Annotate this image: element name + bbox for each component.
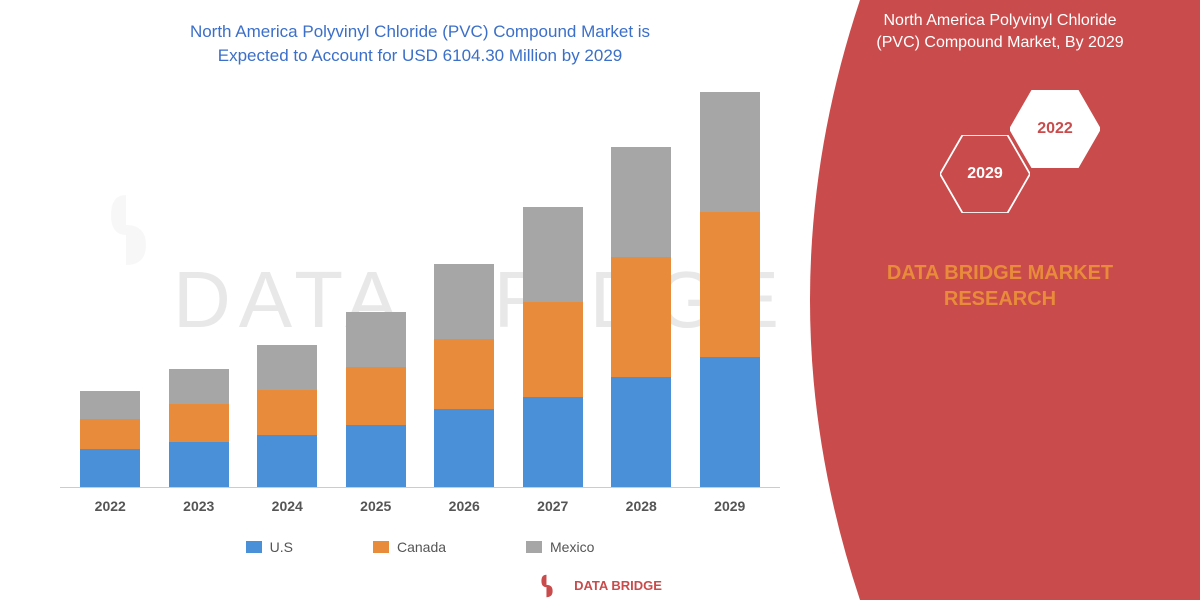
bar-segment — [611, 147, 671, 257]
bar-segment — [434, 264, 494, 339]
bar-segment — [611, 257, 671, 377]
hexagon-2022-label: 2022 — [1037, 120, 1073, 138]
bar-segment — [523, 207, 583, 302]
bar-segment — [169, 369, 229, 404]
chart-title-line2: Expected to Account for USD 6104.30 Mill… — [60, 44, 780, 68]
legend-label: Mexico — [550, 539, 594, 555]
x-axis-label: 2023 — [169, 498, 229, 514]
x-axis-label: 2027 — [523, 498, 583, 514]
bar-group — [257, 88, 317, 487]
bar-segment — [700, 212, 760, 357]
legend-label: U.S — [270, 539, 293, 555]
x-axis-label: 2028 — [611, 498, 671, 514]
bar-group — [523, 88, 583, 487]
bar-segment — [169, 404, 229, 442]
legend-item: Mexico — [526, 539, 594, 555]
x-axis-label: 2024 — [257, 498, 317, 514]
bar-segment — [611, 377, 671, 487]
bar-segment — [257, 435, 317, 487]
x-axis-label: 2029 — [700, 498, 760, 514]
bar-group — [169, 88, 229, 487]
right-title-line2: (PVC) Compound Market, By 2029 — [830, 32, 1170, 54]
legend-swatch — [373, 541, 389, 553]
footer-logo-line1: DATA BRIDGE — [574, 579, 662, 593]
legend-item: Canada — [373, 539, 446, 555]
footer-logo: DATA BRIDGE — [538, 572, 662, 600]
legend-label: Canada — [397, 539, 446, 555]
bar-segment — [700, 357, 760, 487]
right-panel-title: North America Polyvinyl Chloride (PVC) C… — [800, 0, 1200, 55]
footer-logo-text: DATA BRIDGE — [574, 579, 662, 593]
x-axis-label: 2025 — [346, 498, 406, 514]
legend: U.S Canada Mexico — [60, 539, 780, 555]
brand-line1: DATA BRIDGE MARKET — [800, 260, 1200, 286]
bar-segment — [434, 409, 494, 487]
brand-text: DATA BRIDGE MARKET RESEARCH — [800, 260, 1200, 312]
bar-segment — [80, 449, 140, 487]
bar-segment — [523, 302, 583, 397]
footer-logo-icon — [538, 572, 566, 600]
chart-container: North America Polyvinyl Chloride (PVC) C… — [60, 20, 780, 580]
bar-segment — [346, 425, 406, 487]
bar-segment — [346, 312, 406, 367]
right-title-line1: North America Polyvinyl Chloride — [830, 10, 1170, 32]
bar-group — [80, 88, 140, 487]
bar-group — [434, 88, 494, 487]
x-axis-label: 2026 — [434, 498, 494, 514]
right-panel: North America Polyvinyl Chloride (PVC) C… — [800, 0, 1200, 600]
x-axis-label: 2022 — [80, 498, 140, 514]
bar-group — [611, 88, 671, 487]
chart-title-line1: North America Polyvinyl Chloride (PVC) C… — [60, 20, 780, 44]
bar-group — [346, 88, 406, 487]
bar-segment — [257, 345, 317, 390]
bar-segment — [523, 397, 583, 487]
hexagon-2022: 2022 — [1010, 90, 1100, 168]
bar-segment — [257, 390, 317, 435]
legend-item: U.S — [246, 539, 293, 555]
legend-swatch — [246, 541, 262, 553]
bar-segment — [80, 419, 140, 449]
bars-container — [60, 88, 780, 488]
legend-swatch — [526, 541, 542, 553]
x-axis-labels: 2022 2023 2024 2025 2026 2027 2028 2029 — [60, 488, 780, 514]
chart-title: North America Polyvinyl Chloride (PVC) C… — [60, 20, 780, 68]
bar-segment — [700, 92, 760, 212]
bar-group — [700, 88, 760, 487]
brand-line2: RESEARCH — [800, 286, 1200, 312]
bar-segment — [80, 391, 140, 419]
bar-segment — [169, 442, 229, 487]
bar-segment — [346, 367, 406, 425]
bar-segment — [434, 339, 494, 409]
hexagon-2029-label: 2029 — [967, 165, 1003, 183]
